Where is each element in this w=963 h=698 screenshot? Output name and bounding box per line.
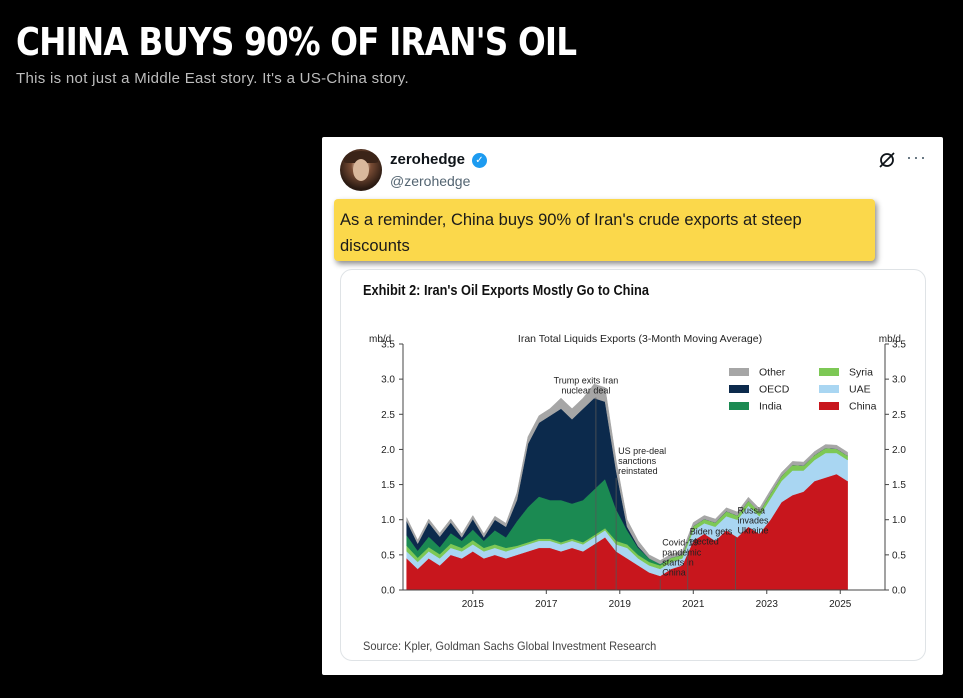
legend-swatch [819,385,839,393]
y-tick-label-right: 3.0 [892,375,906,386]
legend-label: Other [759,367,786,379]
x-tick-label: 2015 [462,599,485,610]
y-tick-label-right: 2.5 [892,410,906,421]
verified-badge-icon: ✓ [472,153,487,168]
annotation-text: nuclear deal [561,386,610,396]
x-tick-label: 2021 [682,599,705,610]
legend-label: India [759,401,782,413]
x-tick-label: 2017 [535,599,558,610]
tweet-card[interactable]: zerohedge ✓ @zerohedge ··· As a reminder… [322,137,943,675]
y-axis-label-right: mb/d [879,334,901,345]
legend-swatch [729,385,749,393]
y-tick-label-right: 0.5 [892,550,906,561]
legend-swatch [729,402,749,410]
annotation-text: Covid-19 [662,537,698,547]
y-tick-label-left: 3.5 [381,340,395,351]
annotation-text: sanctions [618,456,657,466]
legend-label: Syria [849,367,873,379]
y-tick-label-right: 1.5 [892,480,906,491]
avatar-face [353,159,369,181]
legend-label: UAE [849,384,871,396]
annotation-text: invades [738,516,770,526]
avatar-hat [344,151,378,163]
text-highlight [334,199,875,261]
author-name[interactable]: zerohedge [390,151,466,168]
annotation-text: Trump exits Iran [554,376,619,386]
chart-title: Iran Total Liquids Exports (3-Month Movi… [518,333,762,345]
headline: CHINA BUYS 90% OF IRAN'S OIL [16,20,577,64]
x-tick-label: 2019 [609,599,632,610]
x-tick-label: 2025 [829,599,852,610]
y-tick-label-right: 0.0 [892,586,906,597]
legend-label: OECD [759,384,790,396]
tweet-text: As a reminder, China buys 90% of Iran's … [340,211,802,255]
y-tick-label-left: 0.0 [381,586,395,597]
legend-swatch [819,368,839,376]
x-tick-label: 2023 [756,599,779,610]
annotation-text: US pre-deal [618,446,666,456]
annotation-text: Biden gets [690,527,733,537]
annotation-text: Ukraine [738,526,769,536]
annotation-text: elected [690,537,719,547]
chart: Iran Total Liquids Exports (3-Month Movi… [369,333,906,610]
source-note: Source: Kpler, Goldman Sachs Global Inve… [363,639,657,653]
y-axis-label-left: mb/d [369,334,391,345]
subheadline: This is not just a Middle East story. It… [16,70,409,87]
avatar[interactable] [340,149,382,191]
annotation-text: reinstated [618,466,658,476]
y-tick-label-right: 2.0 [892,445,906,456]
exhibit-title: Exhibit 2: Iran's Oil Exports Mostly Go … [363,283,649,299]
grok-icon[interactable] [878,151,896,169]
y-tick-label-right: 1.0 [892,515,906,526]
annotation-text: starts in [662,557,694,567]
y-tick-label-left: 0.5 [381,550,395,561]
annotation-text: pandemic [662,547,702,557]
y-tick-label-left: 2.5 [381,410,395,421]
more-icon[interactable]: ··· [906,147,927,167]
annotation-text: China [662,567,686,577]
legend-swatch [819,402,839,410]
y-tick-label-left: 3.0 [381,375,395,386]
legend-label: China [849,401,877,413]
tweet-media-chart[interactable]: Exhibit 2: Iran's Oil Exports Mostly Go … [340,269,926,661]
y-tick-label-left: 1.5 [381,480,395,491]
y-tick-label-left: 2.0 [381,445,395,456]
annotation-text: Russia [738,506,766,516]
y-tick-label-right: 3.5 [892,340,906,351]
author-handle[interactable]: @zerohedge [390,173,471,189]
y-tick-label-left: 1.0 [381,515,395,526]
series-area-other [406,383,848,565]
legend-swatch [729,368,749,376]
